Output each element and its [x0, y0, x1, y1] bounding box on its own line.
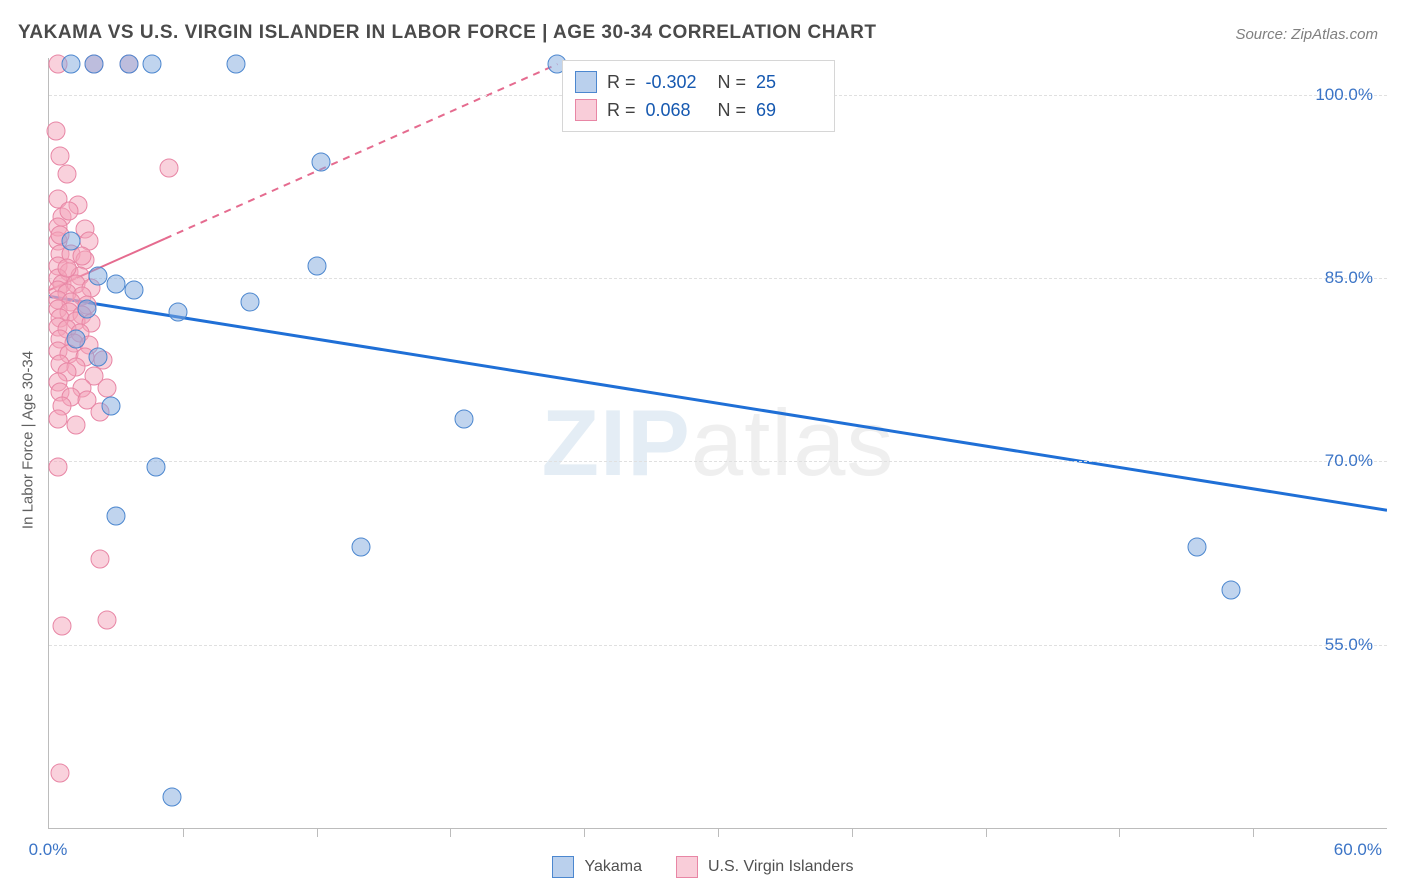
chart-title: YAKAMA VS U.S. VIRGIN ISLANDER IN LABOR … — [18, 22, 876, 44]
scatter-point-yakama — [62, 232, 81, 251]
y-tick-label: 70.0% — [1325, 451, 1373, 471]
x-tick — [317, 828, 318, 837]
scatter-point-yakama — [169, 303, 188, 322]
x-tick — [1119, 828, 1120, 837]
scatter-point-yakama — [106, 275, 125, 294]
n-label: N = — [718, 68, 747, 96]
gridline — [49, 645, 1387, 646]
scatter-point-yakama — [106, 507, 125, 526]
x-tick — [183, 828, 184, 837]
y-tick-label: 100.0% — [1315, 85, 1373, 105]
scatter-point-yakama — [227, 55, 246, 74]
scatter-point-yakama — [307, 256, 326, 275]
scatter-point-usvi — [57, 259, 76, 278]
scatter-point-usvi — [48, 458, 67, 477]
r-label: R = — [607, 96, 636, 124]
gridline — [49, 461, 1387, 462]
n-value: 69 — [756, 96, 818, 124]
scatter-point-yakama — [147, 458, 166, 477]
scatter-point-yakama — [454, 409, 473, 428]
scatter-point-usvi — [91, 550, 110, 569]
scatter-point-yakama — [89, 348, 108, 367]
series-legend: Yakama U.S. Virgin Islanders — [0, 856, 1406, 878]
scatter-point-yakama — [1221, 580, 1240, 599]
swatch-blue — [552, 856, 574, 878]
scatter-point-yakama — [240, 293, 259, 312]
scatter-point-usvi — [46, 122, 65, 141]
n-label: N = — [718, 96, 747, 124]
legend-label: Yakama — [584, 858, 642, 876]
scatter-point-yakama — [142, 55, 161, 74]
gridline — [49, 278, 1387, 279]
watermark: ZIPatlas — [542, 389, 895, 497]
swatch-blue — [575, 71, 597, 93]
x-tick — [718, 828, 719, 837]
trend-lines — [49, 58, 1387, 828]
scatter-point-usvi — [160, 159, 179, 178]
correlation-row-yakama: R = -0.302 N = 25 — [575, 68, 818, 96]
r-label: R = — [607, 68, 636, 96]
watermark-zip: ZIP — [542, 390, 691, 495]
legend-label: U.S. Virgin Islanders — [708, 858, 854, 876]
x-tick — [852, 828, 853, 837]
scatter-point-usvi — [60, 201, 79, 220]
scatter-point-usvi — [51, 764, 70, 783]
scatter-point-usvi — [57, 165, 76, 184]
scatter-point-yakama — [312, 152, 331, 171]
scatter-point-yakama — [102, 397, 121, 416]
legend-item-usvi: U.S. Virgin Islanders — [676, 856, 854, 878]
n-value: 25 — [756, 68, 818, 96]
x-tick — [584, 828, 585, 837]
legend-item-yakama: Yakama — [552, 856, 642, 878]
x-tick — [450, 828, 451, 837]
scatter-point-yakama — [124, 281, 143, 300]
source-label: Source: ZipAtlas.com — [1235, 26, 1378, 43]
r-value: -0.302 — [646, 68, 708, 96]
scatter-point-usvi — [97, 379, 116, 398]
swatch-pink — [676, 856, 698, 878]
scatter-point-yakama — [1188, 537, 1207, 556]
scatter-point-yakama — [162, 788, 181, 807]
scatter-point-usvi — [51, 146, 70, 165]
scatter-point-yakama — [77, 299, 96, 318]
scatter-point-yakama — [89, 266, 108, 285]
scatter-point-usvi — [48, 409, 67, 428]
watermark-rest: atlas — [691, 390, 895, 495]
r-value: 0.068 — [646, 96, 708, 124]
scatter-point-yakama — [352, 537, 371, 556]
scatter-point-yakama — [120, 55, 139, 74]
scatter-point-yakama — [66, 330, 85, 349]
correlation-row-usvi: R = 0.068 N = 69 — [575, 96, 818, 124]
swatch-pink — [575, 99, 597, 121]
scatter-point-yakama — [62, 55, 81, 74]
correlation-legend: R = -0.302 N = 25 R = 0.068 N = 69 — [562, 60, 835, 132]
plot-area: ZIPatlas 55.0% 70.0% 85.0% 100.0% — [48, 58, 1387, 829]
scatter-point-usvi — [97, 611, 116, 630]
scatter-point-usvi — [66, 415, 85, 434]
scatter-point-usvi — [53, 617, 72, 636]
y-axis-label: In Labor Force | Age 30-34 — [20, 351, 37, 529]
y-tick-label: 85.0% — [1325, 268, 1373, 288]
x-tick — [986, 828, 987, 837]
x-tick — [1253, 828, 1254, 837]
y-tick-label: 55.0% — [1325, 635, 1373, 655]
scatter-point-yakama — [84, 55, 103, 74]
